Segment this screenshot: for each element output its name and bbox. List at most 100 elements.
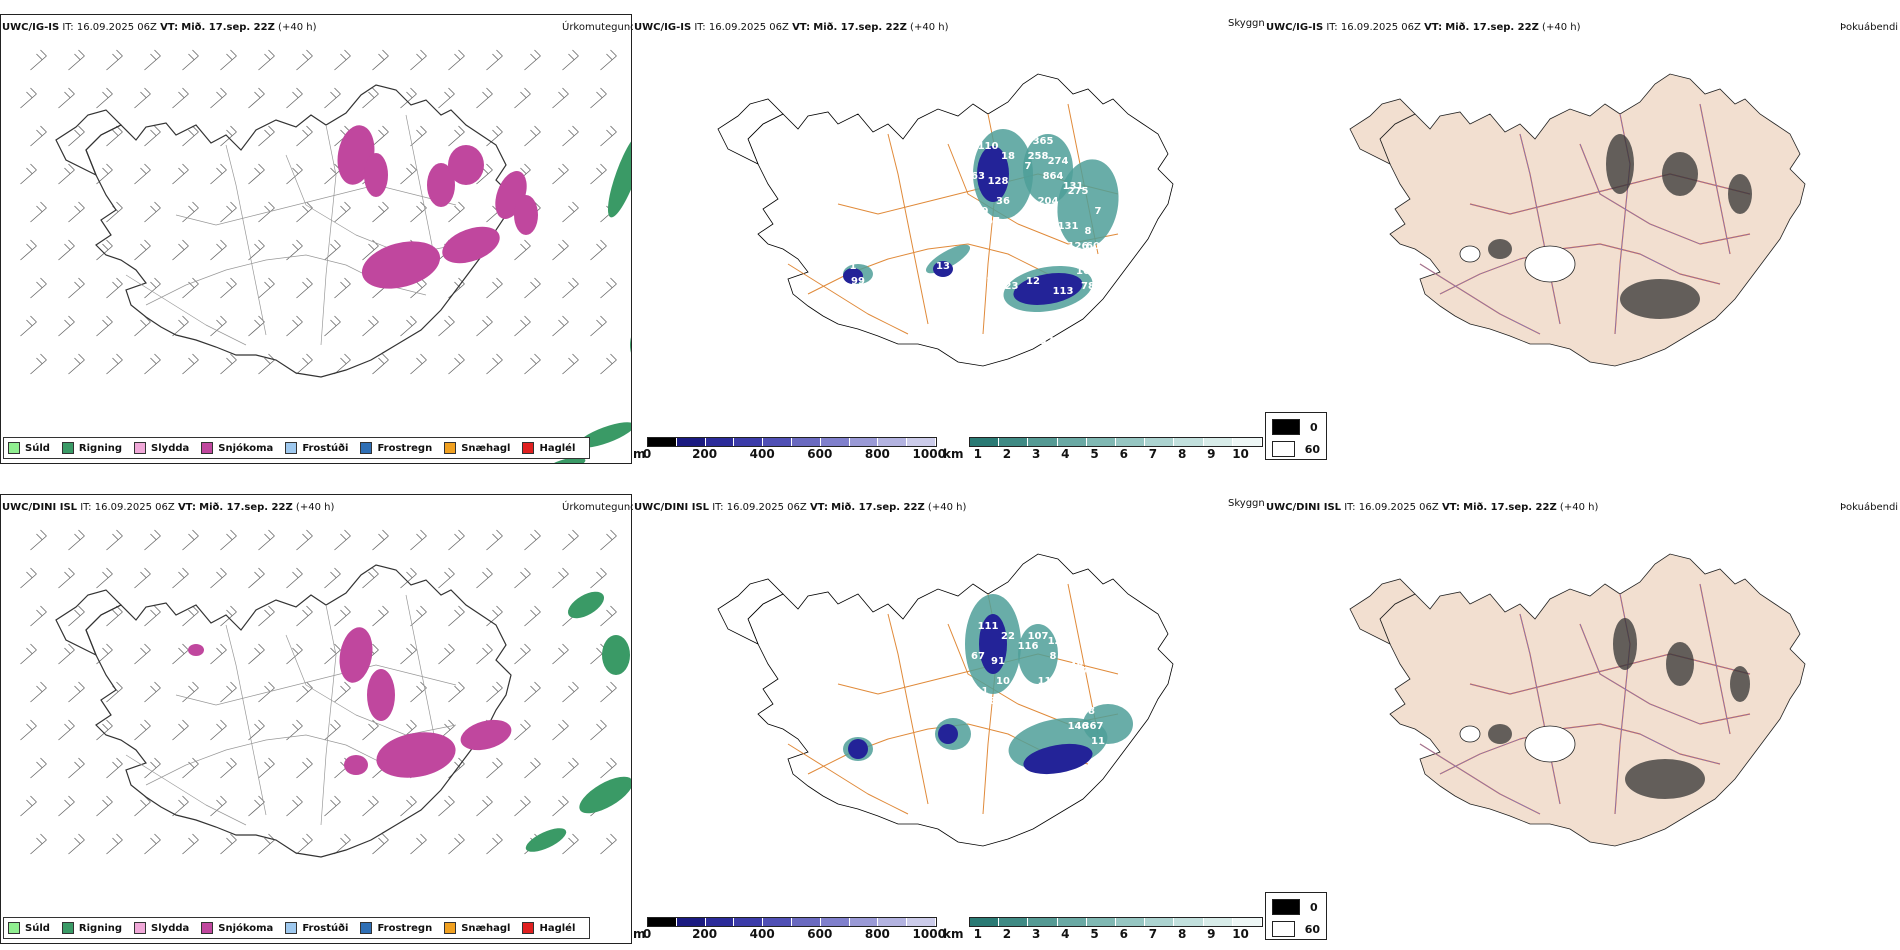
visibility-value-label: 122 — [973, 276, 994, 287]
visibility-value-label: 107 — [1028, 631, 1049, 642]
precip-legend-item: Rigning — [61, 922, 123, 934]
colorbar-tick: 3 — [1031, 447, 1041, 461]
legend-label: Slydda — [151, 922, 190, 934]
colorbar-segment — [676, 438, 706, 446]
fog-panel-row1 — [1265, 14, 1900, 464]
visibility-value-label: 13 — [1091, 256, 1105, 267]
colorbar-segment — [791, 438, 821, 446]
legend-label: Snæhagl — [461, 922, 511, 934]
visibility-value-label: 864 — [1043, 171, 1064, 182]
colorbar-tick: 6 — [1119, 447, 1128, 461]
colorbar-tick: 2 — [1002, 447, 1012, 461]
colorbar-tick: 6 — [1119, 927, 1128, 941]
colorbar-tick: 400 — [749, 927, 775, 941]
colorbar-segment — [878, 918, 908, 926]
visibility-value-label: 11 — [1091, 736, 1105, 747]
legend-label: Rigning — [78, 922, 123, 934]
fog-legend-swatch — [1272, 419, 1300, 435]
visibility-value-label: 36 — [996, 196, 1010, 207]
colorbar-unit: km — [943, 447, 964, 461]
colorbar-tick: 1 — [973, 927, 982, 941]
colorbar-tick: 9 — [1207, 447, 1216, 461]
colorbar-segment — [970, 918, 1000, 926]
precip-legend-item: Frostúði — [285, 922, 348, 934]
legend-label: Frostregn — [377, 922, 433, 934]
title-vis-row1: Skyggni — [1228, 18, 1268, 29]
visibility-value-label: 111 — [978, 621, 999, 632]
legend-label: Snjókoma — [218, 442, 274, 454]
colorbar-unit: m — [633, 447, 646, 461]
visibility-value-label: 119 — [968, 206, 989, 217]
precip-legend-item: Súld — [8, 442, 50, 454]
visibility-value-label: 13 — [936, 261, 950, 272]
visibility-value-label: 146 — [1068, 721, 1089, 732]
legend-label: Slydda — [151, 442, 190, 454]
precip-legend-row1: Súld Rigning Slydda Snjókoma Frostúði Frostre… — [3, 437, 591, 459]
fog-legend-swatch — [1272, 921, 1295, 937]
legend-swatch — [61, 442, 74, 454]
visibility-value-label: 67 — [971, 651, 985, 662]
visibility-value-label: 12 — [1026, 276, 1040, 287]
colorbar-segment — [648, 438, 677, 446]
colorbar-tick: 5 — [1090, 447, 1099, 461]
colorbar-strip — [969, 437, 1263, 447]
colorbar-segment — [820, 438, 850, 446]
visibility-panel-row1: 110 18 63 128 36 119 67 7 365 258 274 864 204 131 250 2… — [633, 14, 1263, 464]
colorbar-tick: 400 — [749, 447, 775, 461]
colorbar-tick: 800 — [864, 447, 890, 461]
visibility-value-label: 274 — [1048, 156, 1069, 167]
header-precip-row1: UWC/IG-IS IT: 16.09.2025 06Z VT: Mið. 17… — [2, 22, 317, 33]
colorbar-tick: 200 — [692, 447, 718, 461]
wind-barbs — [20, 529, 617, 855]
visibility-value-label: 250 — [1028, 216, 1049, 227]
colorbar-segment — [849, 438, 879, 446]
colorbar-tick: 0 — [642, 927, 652, 941]
colorbar-segment — [1028, 918, 1058, 926]
legend-swatch — [360, 442, 373, 454]
colorbar-segment — [999, 918, 1029, 926]
legend-label: Rigning — [78, 442, 123, 454]
visibility-value-label: 113 — [1053, 286, 1074, 297]
colorbar-tick: 10 — [1232, 927, 1249, 941]
visibility-value-label: 283 — [983, 696, 1004, 707]
colorbar-segment — [734, 438, 764, 446]
fog-legend-row1: 0 60 — [1265, 412, 1327, 460]
visibility-value-label: 8 — [1050, 651, 1057, 662]
legend-label: Frostúði — [302, 442, 349, 454]
legend-label: Frostúði — [302, 922, 349, 934]
title-precip-row1: Úrkomutegund — [562, 22, 637, 33]
visibility-value-label: 157 — [1068, 666, 1089, 677]
colorbar-segment — [676, 918, 706, 926]
precip-legend-item: Snjókoma — [201, 922, 273, 934]
colorbar-tick: 4 — [1061, 927, 1070, 941]
colorbar-tick: 4 — [1061, 447, 1070, 461]
legend-swatch — [360, 922, 373, 934]
colorbar-segment — [1145, 438, 1175, 446]
colorbar-segment — [1116, 918, 1146, 926]
visibility-value-label: 365 — [1033, 136, 1054, 147]
fog-legend-label: 0 — [1310, 900, 1318, 914]
colorbar-segment — [734, 918, 764, 926]
fog-legend-swatch — [1272, 899, 1300, 915]
colorbar-strip — [647, 917, 937, 927]
header-fog-row2: UWC/DINI ISL IT: 16.09.2025 06Z VT: Mið.… — [1266, 502, 1599, 513]
legend-swatch — [285, 922, 298, 934]
title-vis-row2: Skyggni — [1228, 498, 1268, 509]
header-vis-row1: UWC/IG-IS IT: 16.09.2025 06Z VT: Mið. 17… — [634, 22, 949, 33]
visibility-value-label: 16 — [1076, 266, 1090, 277]
colorbar-tick: 1 — [973, 447, 982, 461]
precip-panel-row1: Súld Rigning Slydda Snjókoma Frostúði Frostre… — [0, 14, 632, 464]
fog-map-row1 — [1349, 73, 1806, 367]
precip-legend-item: Súld — [8, 922, 50, 934]
title-precip-row2: Úrkomutegund — [562, 502, 637, 513]
colorbar-segment — [1203, 918, 1233, 926]
colorbar-segment — [999, 438, 1029, 446]
visibility-value-label: 128 — [988, 176, 1009, 187]
header-vis-row2: UWC/DINI ISL IT: 16.09.2025 06Z VT: Mið.… — [634, 502, 967, 513]
colorbar-segment — [1086, 918, 1117, 926]
visibility-value-label: 275 — [1068, 186, 1089, 197]
colorbar-tick: 7 — [1148, 447, 1158, 461]
fog-legend-label: 60 — [1304, 442, 1320, 456]
iceland-outline — [1349, 73, 1806, 367]
